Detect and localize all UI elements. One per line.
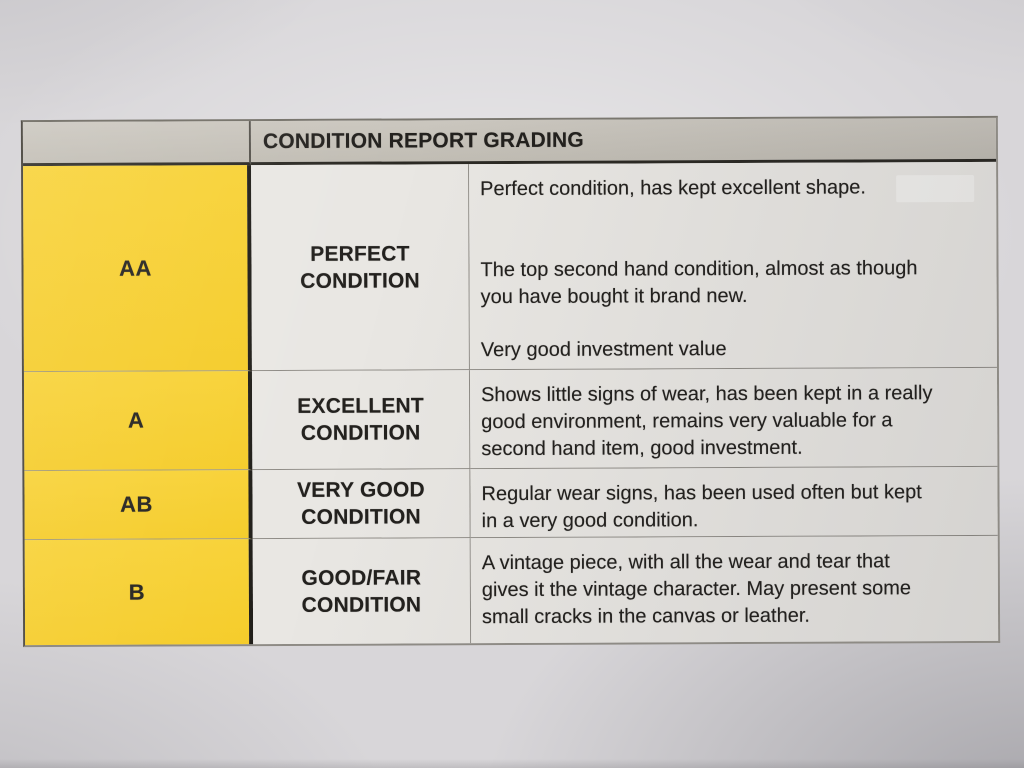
description-cell-aa: Perfect condition, has kept excellent sh… (469, 161, 997, 371)
grade-cell-b: B (24, 539, 254, 646)
header-spacer-cell (22, 121, 252, 167)
grade-cell-ab: AB (24, 470, 253, 541)
description-cell-ab: Regular wear signs, has been used often … (470, 466, 998, 539)
table-title: CONDITION REPORT GRADING (262, 128, 584, 153)
condition-label-cell-perfect: PERFECT CONDITION (251, 164, 470, 372)
condition-label-cell-good-fair: GOOD/FAIR CONDITION (252, 538, 472, 645)
description-paragraph: The top second hand condition, almost as… (480, 257, 918, 309)
description-paragraph: Regular wear signs, has been used often … (481, 481, 922, 533)
table-header-cell: CONDITION REPORT GRADING (250, 117, 997, 166)
condition-label-cell-very-good: VERY GOOD CONDITION (252, 469, 471, 540)
description-cell-b: A vintage piece, with all the wear and t… (470, 535, 999, 644)
grade-cell-aa: AA (23, 165, 252, 373)
photo-bottom-edge (0, 759, 1024, 768)
condition-grading-table: CONDITION REPORT GRADING AA PERFECT COND… (20, 115, 1001, 648)
description-cell-a: Shows little signs of wear, has been kep… (469, 367, 998, 470)
description-paragraph: Shows little signs of wear, has been kep… (481, 382, 933, 461)
condition-label-cell-excellent: EXCELLENT CONDITION (251, 370, 471, 471)
description-paragraph: Very good investment value (480, 338, 727, 362)
description-paragraph: A vintage piece, with all the wear and t… (481, 550, 912, 629)
whiteout-patch (896, 174, 975, 203)
grade-cell-a: A (23, 371, 253, 472)
